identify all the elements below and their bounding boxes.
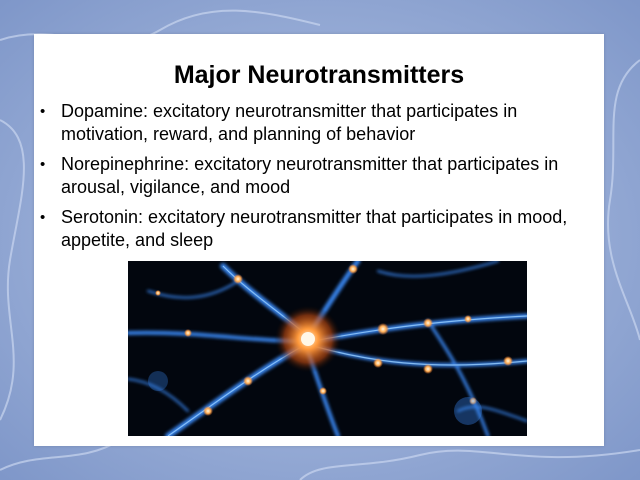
bullet-item: • Serotonin: excitatory neurotransmitter… — [40, 206, 585, 252]
bullet-item: • Dopamine: excitatory neurotransmitter … — [40, 100, 585, 146]
bullet-text: Norepinephrine: excitatory neurotransmit… — [61, 154, 559, 197]
bullet-dot: • — [40, 209, 46, 226]
bullet-item: • Norepinephrine: excitatory neurotransm… — [40, 153, 585, 199]
bullet-list: • Dopamine: excitatory neurotransmitter … — [40, 100, 585, 259]
neuron-image — [128, 261, 527, 436]
neuron-illustration-icon — [128, 261, 527, 436]
bullet-dot: • — [40, 103, 46, 120]
bullet-text: Serotonin: excitatory neurotransmitter t… — [61, 207, 568, 250]
slide-title: Major Neurotransmitters — [173, 61, 465, 89]
slide-panel: Major Neurotransmitters • Dopamine: exci… — [34, 34, 604, 446]
bullet-dot: • — [40, 156, 46, 173]
bullet-text: Dopamine: excitatory neurotransmitter th… — [61, 101, 518, 144]
